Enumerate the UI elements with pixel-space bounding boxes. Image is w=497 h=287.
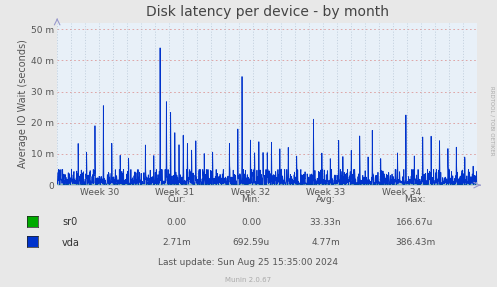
Text: Avg:: Avg: (316, 195, 335, 204)
Text: 0.00: 0.00 (166, 218, 186, 227)
Text: 386.43m: 386.43m (395, 238, 435, 247)
Text: 4.77m: 4.77m (311, 238, 340, 247)
Text: 0.00: 0.00 (241, 218, 261, 227)
Text: 33.33n: 33.33n (310, 218, 341, 227)
Text: vda: vda (62, 238, 80, 247)
Text: Munin 2.0.67: Munin 2.0.67 (226, 277, 271, 283)
Text: Last update: Sun Aug 25 15:35:00 2024: Last update: Sun Aug 25 15:35:00 2024 (159, 259, 338, 267)
Text: 166.67u: 166.67u (396, 218, 434, 227)
Text: Min:: Min: (242, 195, 260, 204)
Text: 2.71m: 2.71m (162, 238, 191, 247)
Text: sr0: sr0 (62, 218, 78, 227)
Text: Cur:: Cur: (167, 195, 186, 204)
Title: Disk latency per device - by month: Disk latency per device - by month (146, 5, 389, 19)
Text: 692.59u: 692.59u (233, 238, 269, 247)
Text: RRDTOOL / TOBI OETIKER: RRDTOOL / TOBI OETIKER (490, 86, 495, 155)
Text: Max:: Max: (404, 195, 426, 204)
Y-axis label: Average IO Wait (seconds): Average IO Wait (seconds) (18, 40, 28, 168)
